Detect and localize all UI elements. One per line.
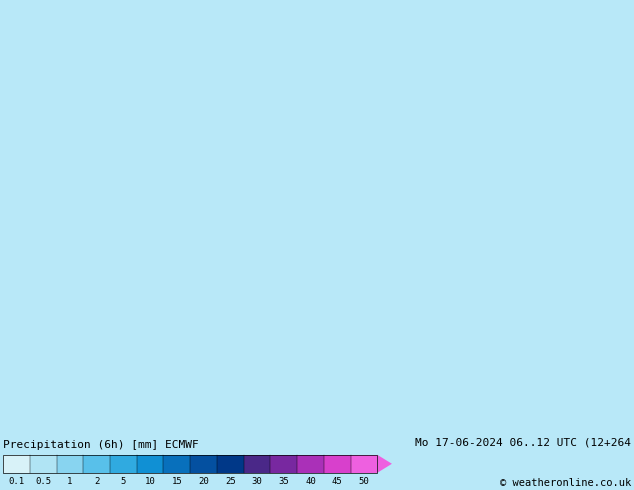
Text: 2: 2 — [94, 477, 100, 486]
Text: 15: 15 — [171, 477, 182, 486]
Text: Mo 17-06-2024 06..12 UTC (12+264: Mo 17-06-2024 06..12 UTC (12+264 — [415, 438, 631, 447]
Text: 0.1: 0.1 — [8, 477, 25, 486]
Text: 35: 35 — [278, 477, 289, 486]
Text: 50: 50 — [358, 477, 369, 486]
Text: 30: 30 — [252, 477, 262, 486]
Text: 40: 40 — [305, 477, 316, 486]
Text: 5: 5 — [120, 477, 126, 486]
Text: 0.5: 0.5 — [35, 477, 51, 486]
Text: 45: 45 — [332, 477, 342, 486]
Text: © weatheronline.co.uk: © weatheronline.co.uk — [500, 478, 631, 488]
Text: Precipitation (6h) [mm] ECMWF: Precipitation (6h) [mm] ECMWF — [3, 440, 199, 450]
Text: 20: 20 — [198, 477, 209, 486]
Text: 1: 1 — [67, 477, 73, 486]
Text: 10: 10 — [145, 477, 155, 486]
Text: 25: 25 — [225, 477, 236, 486]
